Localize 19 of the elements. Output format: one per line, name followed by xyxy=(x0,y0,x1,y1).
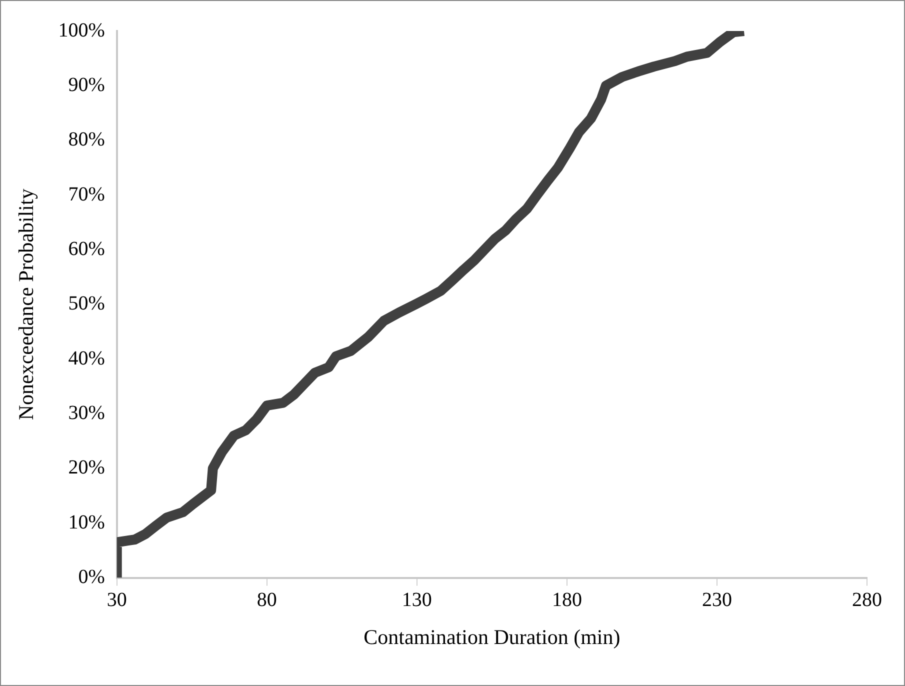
y-tick-label: 90% xyxy=(68,74,105,96)
y-tick-label: 40% xyxy=(68,347,105,370)
x-tick-label: 280 xyxy=(852,589,882,612)
y-tick-label: 20% xyxy=(68,456,105,479)
y-tick-label: 10% xyxy=(68,511,105,534)
y-tick-label: 80% xyxy=(68,128,105,151)
x-tick-label: 230 xyxy=(702,589,732,612)
y-axis-title: Nonexceedance Probability xyxy=(14,188,38,420)
x-axis-title: Contamination Duration (min) xyxy=(364,624,620,649)
y-tick-label: 60% xyxy=(68,238,105,260)
x-tick-label: 30 xyxy=(106,589,127,612)
y-tick-label: 30% xyxy=(68,402,105,424)
y-tick-label: 50% xyxy=(68,292,105,315)
y-tick-label: 0% xyxy=(78,566,105,588)
x-tick-label: 80 xyxy=(256,589,277,612)
y-tick-label: 100% xyxy=(58,19,105,42)
y-tick-label: 70% xyxy=(68,183,105,206)
x-tick-label: 180 xyxy=(552,589,582,612)
x-tick-label: 130 xyxy=(402,589,432,612)
